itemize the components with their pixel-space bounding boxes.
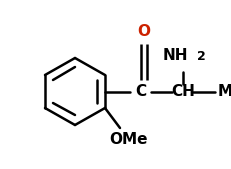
Text: O: O [137,25,151,40]
Text: OMe: OMe [109,132,147,148]
Text: NH: NH [162,49,188,64]
Text: C: C [135,84,146,100]
Text: CH: CH [171,84,195,100]
Text: Me: Me [218,84,231,100]
Text: 2: 2 [197,50,206,63]
